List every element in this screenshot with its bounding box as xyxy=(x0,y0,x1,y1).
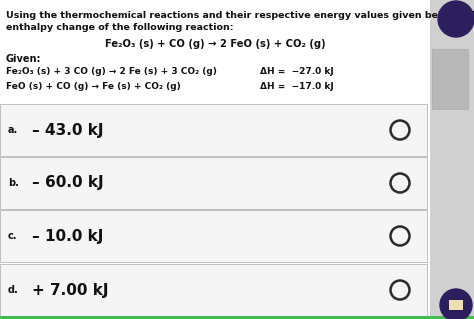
Text: Fe₂O₃ (s) + CO (g) → 2 FeO (s) + CO₂ (g): Fe₂O₃ (s) + CO (g) → 2 FeO (s) + CO₂ (g) xyxy=(105,39,325,49)
Bar xyxy=(0,104,427,156)
Bar xyxy=(449,300,463,310)
Text: – 10.0 kJ: – 10.0 kJ xyxy=(32,228,103,243)
Text: a.: a. xyxy=(8,125,18,135)
Text: – 60.0 kJ: – 60.0 kJ xyxy=(32,175,104,190)
Circle shape xyxy=(440,289,472,319)
Bar xyxy=(0,316,474,319)
Text: Using the thermochemical reactions and their respective energy values given belo: Using the thermochemical reactions and t… xyxy=(6,11,474,20)
Text: Fe₂O₃ (s) + 3 CO (g) → 2 Fe (s) + 3 CO₂ (g): Fe₂O₃ (s) + 3 CO (g) → 2 Fe (s) + 3 CO₂ … xyxy=(6,67,217,76)
Text: d.: d. xyxy=(8,285,19,295)
Bar xyxy=(430,0,474,319)
Bar xyxy=(0,210,427,262)
Text: FeO (s) + CO (g) → Fe (s) + CO₂ (g): FeO (s) + CO (g) → Fe (s) + CO₂ (g) xyxy=(6,82,181,91)
Text: + 7.00 kJ: + 7.00 kJ xyxy=(32,283,109,298)
Text: ΔH =  −27.0 kJ: ΔH = −27.0 kJ xyxy=(260,67,334,76)
Bar xyxy=(432,49,468,109)
Text: ΔH =  −17.0 kJ: ΔH = −17.0 kJ xyxy=(260,82,334,91)
Text: enthalpy change of the following reaction:: enthalpy change of the following reactio… xyxy=(6,23,234,32)
Text: Given:: Given: xyxy=(6,54,42,64)
Bar xyxy=(0,157,427,209)
Circle shape xyxy=(438,1,474,37)
Text: c.: c. xyxy=(8,231,18,241)
Text: – 43.0 kJ: – 43.0 kJ xyxy=(32,122,103,137)
Bar xyxy=(0,264,427,316)
Text: b.: b. xyxy=(8,178,19,188)
